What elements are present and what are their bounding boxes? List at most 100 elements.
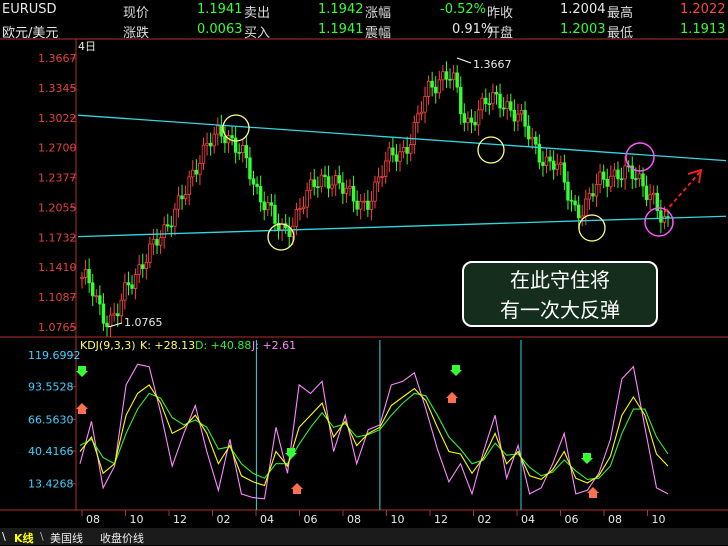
candle-body bbox=[523, 109, 527, 127]
rebound-arrow bbox=[664, 171, 701, 213]
buy-signal-icon bbox=[587, 487, 599, 498]
candle-body bbox=[441, 71, 445, 81]
candle-body bbox=[123, 282, 127, 301]
kdj-tick-label: 13.4268 bbox=[28, 478, 74, 491]
candle-body bbox=[480, 97, 484, 111]
quote-row-1: EURUSD 现价 1.1941 卖出 1.1942 涨幅 -0.52% 昨收 … bbox=[0, 0, 728, 21]
candle-body bbox=[434, 86, 438, 94]
candle-body bbox=[201, 144, 206, 164]
sell-value: 1.1942 bbox=[318, 2, 364, 17]
candle-body bbox=[101, 303, 106, 324]
candle-body bbox=[487, 103, 492, 106]
kdj-j-readout: J: +2.61 bbox=[251, 339, 296, 352]
candle-body bbox=[398, 151, 402, 162]
candle-body bbox=[430, 80, 434, 88]
candle-body bbox=[473, 121, 477, 126]
x-tick-label: 12 bbox=[173, 513, 187, 526]
candle-body bbox=[569, 199, 574, 202]
price-tick-label: 1.0765 bbox=[38, 321, 77, 334]
candle-body bbox=[166, 224, 170, 227]
candle-body bbox=[262, 201, 266, 211]
candle-body bbox=[173, 208, 177, 227]
candle-body bbox=[223, 135, 227, 144]
candle-body bbox=[505, 101, 509, 109]
candle-body bbox=[137, 264, 141, 275]
candle-body bbox=[384, 160, 388, 177]
annotation-callout: 在此守住将 有一次大反弹 bbox=[462, 261, 658, 327]
candle-body bbox=[251, 178, 256, 185]
price-tick-label: 1.3022 bbox=[38, 112, 77, 125]
buy-signal-icon bbox=[76, 403, 88, 414]
candle-body bbox=[108, 314, 113, 328]
candle-body bbox=[316, 186, 320, 189]
sell-signal-icon bbox=[581, 453, 593, 464]
candle-body bbox=[198, 162, 202, 175]
candle-body bbox=[641, 173, 645, 187]
candle-body bbox=[158, 237, 163, 246]
candle-body bbox=[287, 227, 291, 237]
candle-body bbox=[216, 125, 220, 135]
candle-body bbox=[630, 165, 634, 179]
candle-body bbox=[366, 200, 370, 210]
sell-label: 卖出 bbox=[244, 6, 271, 21]
candle-body bbox=[258, 186, 263, 203]
period-label: 4日 bbox=[78, 40, 96, 53]
support-trendline bbox=[77, 215, 727, 238]
candle-body bbox=[80, 277, 84, 279]
candle-body bbox=[337, 175, 341, 184]
candle-body bbox=[323, 174, 327, 178]
candle-body bbox=[180, 195, 184, 200]
price-tick-label: 1.1410 bbox=[38, 261, 77, 274]
tab-kline-marker: \ bbox=[2, 530, 6, 543]
candle-body bbox=[191, 169, 195, 178]
candle-body bbox=[412, 122, 417, 145]
callout-line-1: 在此守住将 bbox=[510, 268, 610, 292]
chart-type-tabs: \ K线 \ 美国线 收盘价线 bbox=[0, 528, 728, 545]
price-tick-label: 1.1732 bbox=[38, 231, 77, 244]
candle-body bbox=[266, 202, 270, 211]
candle-body bbox=[126, 282, 131, 286]
candle-body bbox=[237, 151, 241, 154]
candle-body bbox=[133, 274, 138, 289]
x-tick-label: 04 bbox=[260, 513, 274, 526]
kdj-line-k bbox=[79, 384, 669, 487]
candle-body bbox=[351, 185, 356, 202]
candle-body bbox=[148, 243, 152, 263]
kdj-tick-label: 40.4166 bbox=[28, 445, 74, 458]
candle-body bbox=[330, 184, 334, 189]
candle-body bbox=[634, 178, 638, 180]
candle-body bbox=[519, 109, 524, 115]
candle-body bbox=[301, 206, 306, 209]
low-annotation: 1.0765 bbox=[124, 316, 163, 329]
candle-body bbox=[230, 135, 234, 139]
tab-us-line[interactable]: 美国线 bbox=[50, 532, 83, 545]
candle-body bbox=[91, 282, 95, 297]
amplitude-value: 0.91% bbox=[452, 22, 494, 37]
highlight-circle bbox=[222, 114, 250, 142]
candle-body bbox=[391, 147, 395, 156]
candle-body bbox=[637, 173, 642, 180]
price-tick-label: 1.2700 bbox=[38, 142, 77, 155]
candle-body bbox=[566, 181, 570, 201]
open-label: 开盘 bbox=[487, 26, 514, 41]
kdj-k-readout: K: +28.13 bbox=[140, 339, 195, 352]
candle-body bbox=[576, 204, 581, 219]
kdj-tick-label: 93.5528 bbox=[28, 381, 74, 394]
price-tick-label: 1.2055 bbox=[38, 201, 77, 214]
candle-body bbox=[659, 210, 663, 223]
candle-body bbox=[94, 295, 98, 298]
candle-body bbox=[594, 184, 599, 197]
candle-body bbox=[219, 125, 224, 137]
tab-kline[interactable]: K线 bbox=[14, 532, 34, 545]
candle-body bbox=[183, 194, 188, 200]
candle-body bbox=[551, 160, 556, 170]
prev-close-label: 昨收 bbox=[487, 6, 514, 21]
candle-body bbox=[555, 163, 559, 170]
candle-body bbox=[484, 97, 488, 105]
high-pointer bbox=[456, 57, 472, 64]
candle-body bbox=[591, 193, 595, 197]
candle-body bbox=[394, 154, 399, 162]
tab-close-line[interactable]: 收盘价线 bbox=[100, 532, 144, 545]
candle-body bbox=[405, 147, 409, 154]
candle-body bbox=[308, 179, 313, 191]
